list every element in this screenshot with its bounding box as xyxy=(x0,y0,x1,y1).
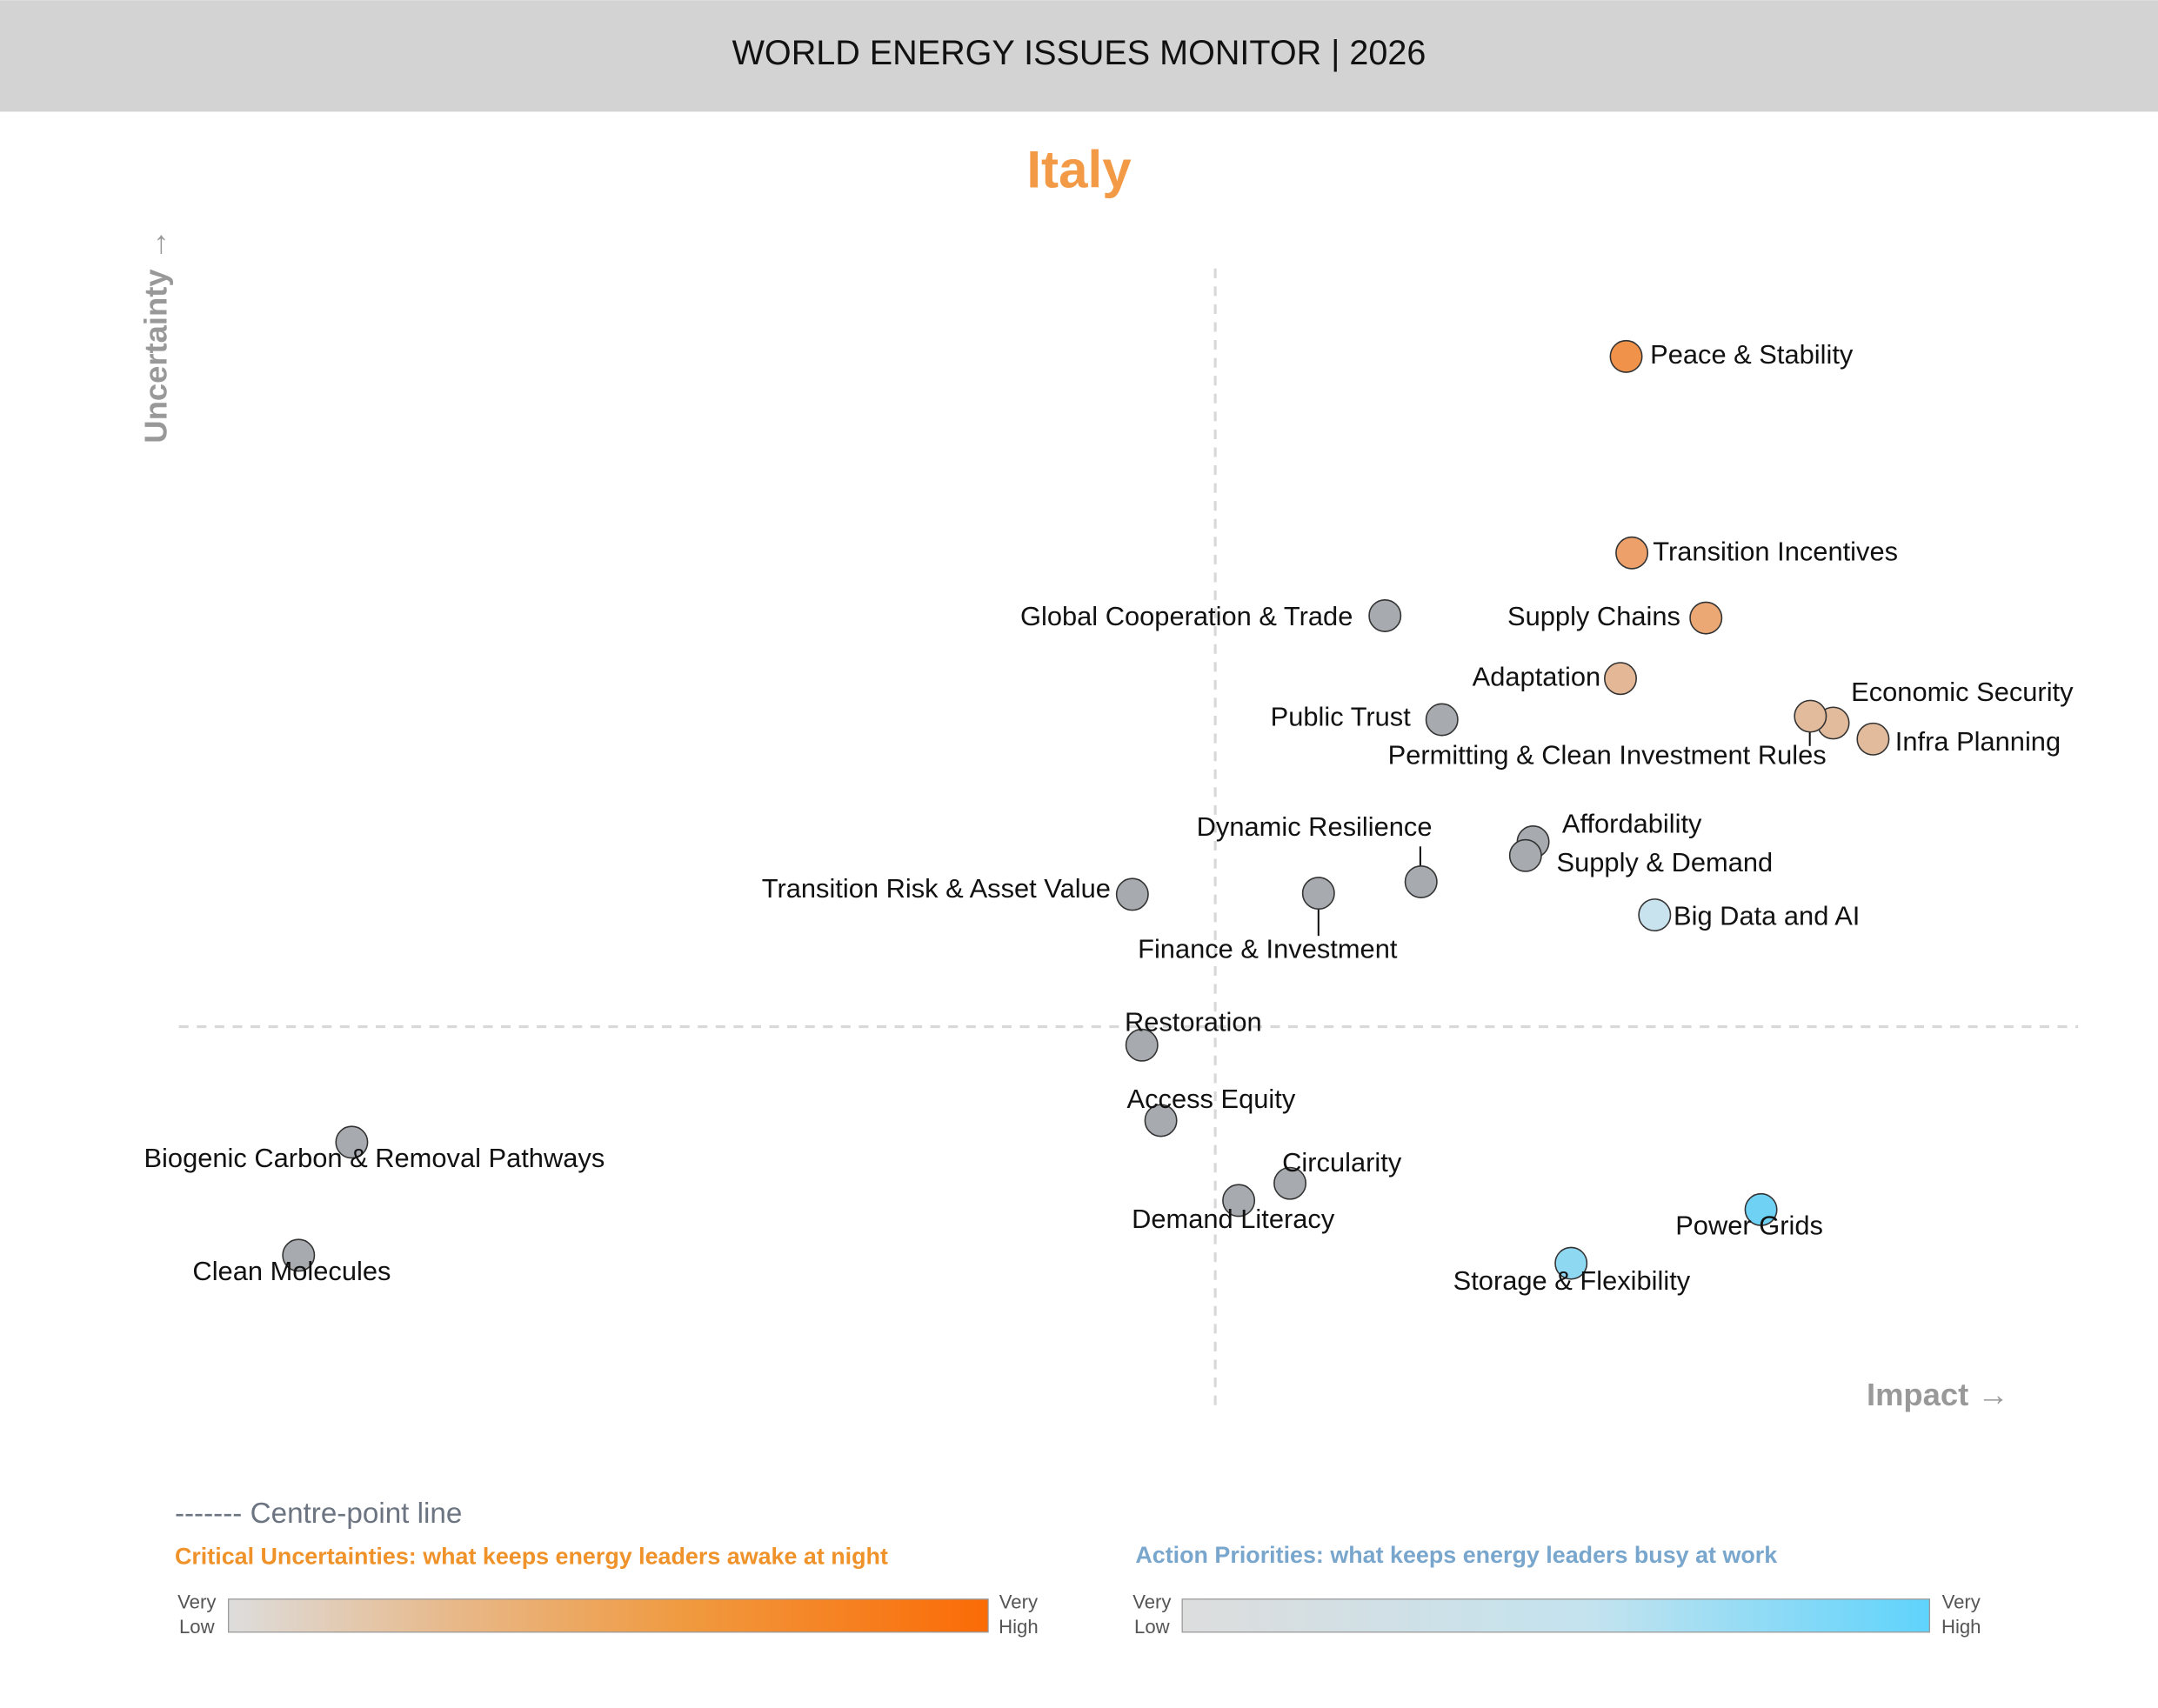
data-label: Peace & Stability xyxy=(1650,339,1854,370)
data-label: Dynamic Resilience xyxy=(1197,811,1433,842)
data-label: Supply Chains xyxy=(1507,601,1680,631)
data-point[interactable] xyxy=(1404,864,1438,898)
data-label: Transition Incentives xyxy=(1653,536,1898,566)
data-label: Global Cooperation & Trade xyxy=(1020,601,1353,631)
unc-low-very: Very xyxy=(177,1591,217,1612)
data-point[interactable] xyxy=(1115,877,1149,911)
data-point[interactable] xyxy=(1144,1104,1178,1138)
data-point[interactable] xyxy=(1638,898,1672,932)
data-label: Public Trust xyxy=(1271,701,1412,731)
data-label: Permitting & Clean Investment Rules xyxy=(1388,740,1827,771)
data-label: Restoration xyxy=(1125,1007,1262,1037)
data-point[interactable] xyxy=(1604,662,1637,696)
data-label: Big Data and AI xyxy=(1674,901,1860,931)
data-points xyxy=(282,339,1890,1280)
data-point[interactable] xyxy=(282,1238,316,1272)
data-labels: Peace & Stability Transition Incentives Su… xyxy=(144,339,2074,1296)
data-label: Demand Literacy xyxy=(1132,1204,1335,1234)
data-label: Adaptation xyxy=(1473,661,1601,691)
data-label: Circularity xyxy=(1282,1147,1402,1178)
data-point[interactable] xyxy=(1554,1246,1588,1280)
data-point[interactable] xyxy=(1609,339,1643,373)
data-label: Supply & Demand xyxy=(1557,847,1774,877)
data-label: Biogenic Carbon & Removal Pathways xyxy=(144,1143,605,1173)
data-point[interactable] xyxy=(1301,877,1335,911)
data-label: Storage & Flexibility xyxy=(1453,1265,1691,1296)
uncertainties-legend-title: Critical Uncertainties: what keeps energ… xyxy=(175,1543,888,1569)
data-point[interactable] xyxy=(1425,703,1459,737)
data-point[interactable] xyxy=(1689,601,1723,635)
data-point[interactable] xyxy=(1125,1028,1159,1062)
data-label: Clean Molecules xyxy=(192,1256,391,1286)
data-label: Transition Risk & Asset Value xyxy=(762,873,1111,904)
data-label: Economic Security xyxy=(1851,677,2074,707)
data-point[interactable] xyxy=(1222,1184,1256,1218)
uncertainty-gradient-bar xyxy=(228,1598,989,1633)
data-point[interactable] xyxy=(1794,699,1827,733)
x-axis-label: Impact → xyxy=(1867,1377,2009,1412)
data-label: Power Grids xyxy=(1675,1211,1823,1241)
data-label: Infra Planning xyxy=(1895,726,2061,757)
country-title: Italy xyxy=(1026,140,1132,198)
data-point[interactable] xyxy=(1273,1166,1307,1200)
data-label: Access Equity xyxy=(1127,1084,1296,1114)
unc-high-high: High xyxy=(999,1616,1039,1638)
data-point[interactable] xyxy=(1744,1192,1778,1226)
priority-gradient-bar xyxy=(1181,1598,1930,1633)
data-point[interactable] xyxy=(1368,598,1402,632)
priorities-legend-title: Action Priorities: what keeps energy lea… xyxy=(1135,1542,1777,1568)
pri-high-high: High xyxy=(1941,1616,1981,1638)
data-point[interactable] xyxy=(1615,536,1649,570)
data-point[interactable] xyxy=(1508,838,1542,872)
data-label: Affordability xyxy=(1562,809,1702,839)
data-point[interactable] xyxy=(1856,722,1890,756)
data-point[interactable] xyxy=(335,1125,369,1159)
header-title: WORLD ENERGY ISSUES MONITOR | 2026 xyxy=(732,34,1426,72)
pri-low-low: Low xyxy=(1134,1616,1171,1638)
y-axis-label: Uncertainty → xyxy=(138,229,174,444)
unc-high-very: Very xyxy=(999,1591,1039,1612)
unc-low-low: Low xyxy=(179,1616,216,1638)
header-bar xyxy=(0,0,2158,112)
centre-line-legend: ------- Centre-point line xyxy=(175,1498,462,1530)
pri-low-very: Very xyxy=(1132,1591,1172,1612)
data-label: Finance & Investment xyxy=(1138,934,1398,964)
pri-high-very: Very xyxy=(1942,1591,1981,1612)
